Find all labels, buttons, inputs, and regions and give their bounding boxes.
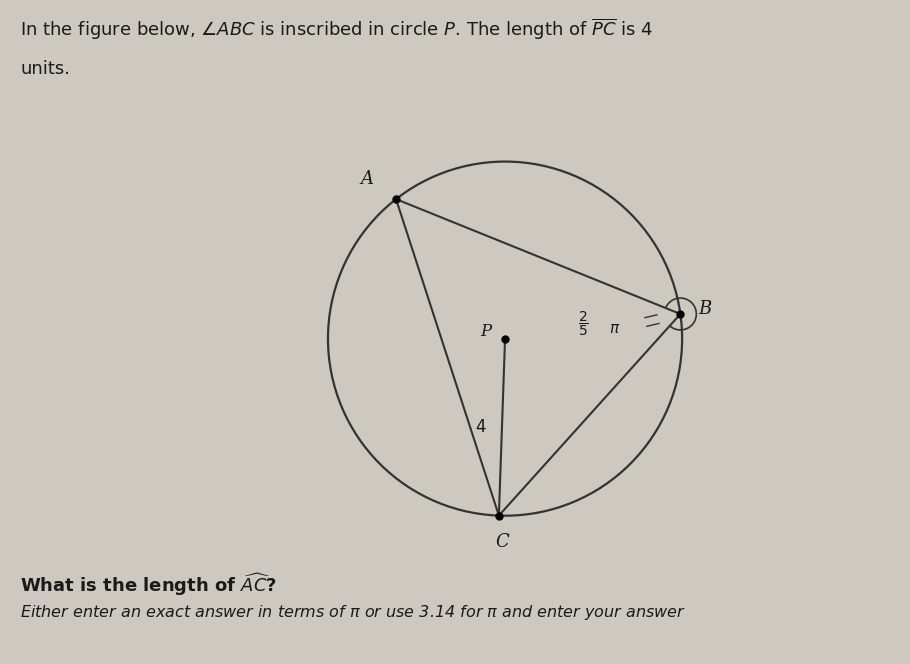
Text: $\pi$: $\pi$ (610, 321, 621, 337)
Text: C: C (496, 533, 510, 551)
Text: What is the length of $\widehat{AC}$?: What is the length of $\widehat{AC}$? (20, 571, 278, 598)
Text: In the figure below, $\angle ABC$ is inscribed in circle $P$. The length of $\ov: In the figure below, $\angle ABC$ is ins… (20, 17, 653, 42)
Text: P: P (480, 323, 490, 340)
Text: A: A (360, 171, 373, 189)
Text: units.: units. (20, 60, 70, 78)
Text: $\dfrac{2}{5}$: $\dfrac{2}{5}$ (578, 309, 589, 338)
Text: 4: 4 (476, 418, 486, 436)
Text: B: B (698, 299, 712, 317)
Text: Either enter an exact answer in terms of $\pi$ or use 3.14 for $\pi$ and enter y: Either enter an exact answer in terms of… (20, 603, 686, 622)
